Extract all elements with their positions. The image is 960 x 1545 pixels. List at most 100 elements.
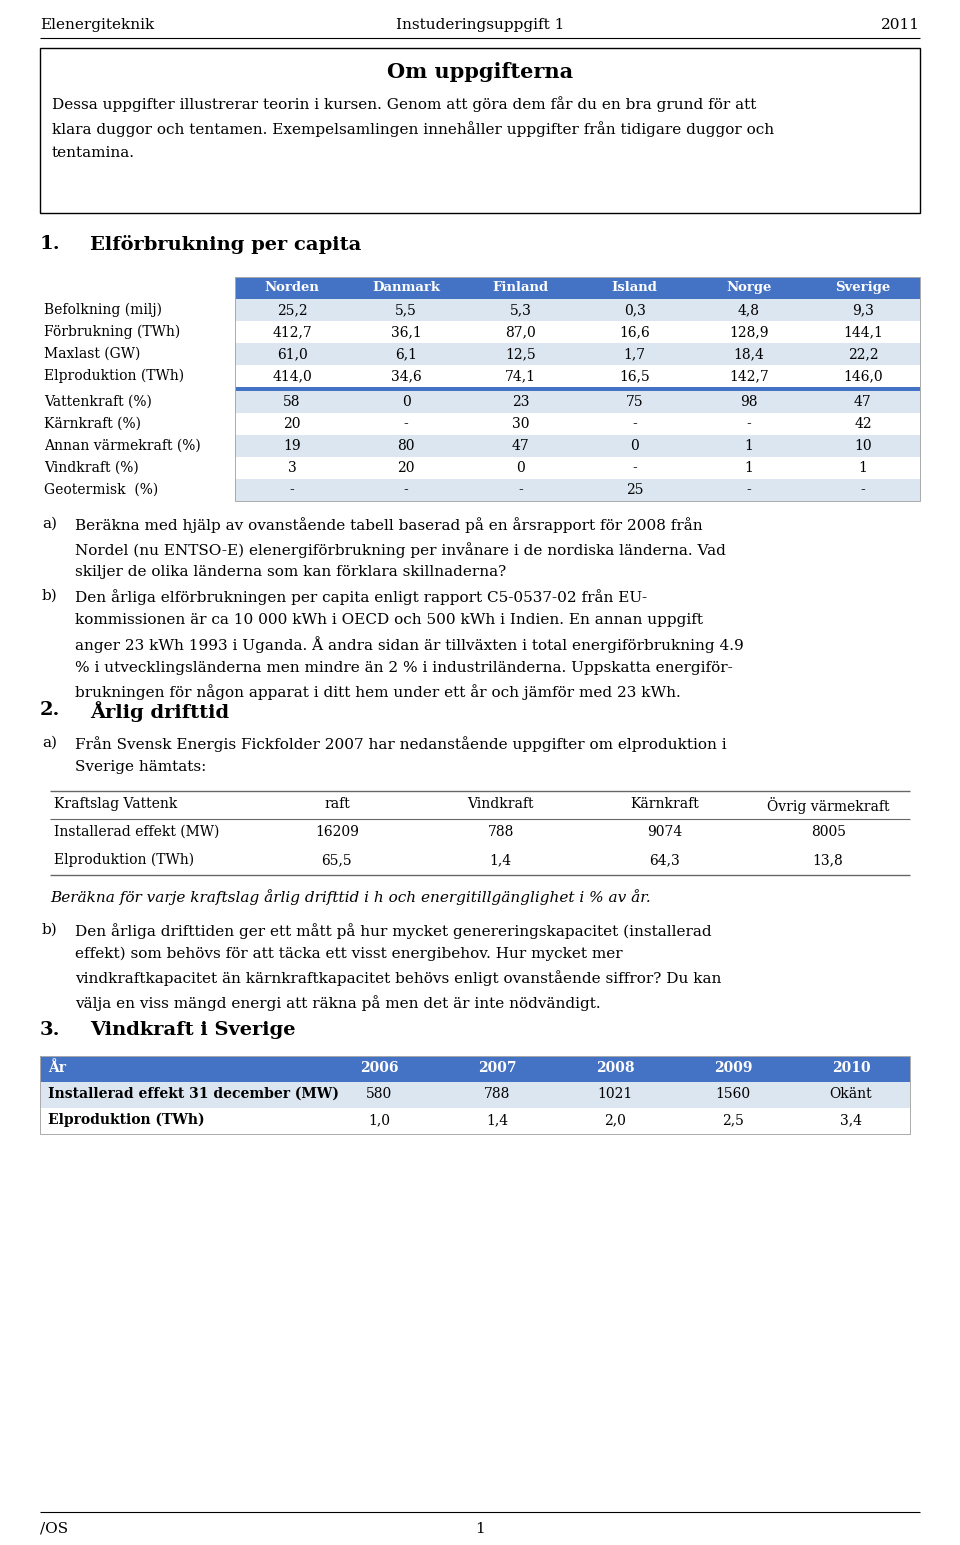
Text: 6,1: 6,1 <box>396 348 418 362</box>
Text: Vindkraft: Vindkraft <box>468 797 534 811</box>
Text: 87,0: 87,0 <box>505 324 536 338</box>
Text: -: - <box>518 484 523 497</box>
Text: 16,5: 16,5 <box>619 369 650 383</box>
Text: 8005: 8005 <box>810 825 846 839</box>
Text: 2008: 2008 <box>596 1061 635 1075</box>
Text: -: - <box>633 460 636 474</box>
Text: 2011: 2011 <box>881 19 920 32</box>
Bar <box>235 277 920 300</box>
Text: Beräkna för varje kraftslag årlig drifttid i h och energitillgänglighet i % av å: Beräkna för varje kraftslag årlig driftt… <box>50 888 651 905</box>
Text: 412,7: 412,7 <box>273 324 312 338</box>
Text: 80: 80 <box>397 439 415 453</box>
Text: 1,0: 1,0 <box>368 1112 390 1126</box>
Text: 1021: 1021 <box>597 1088 633 1102</box>
Text: b): b) <box>42 589 58 603</box>
Bar <box>40 48 920 213</box>
Text: 144,1: 144,1 <box>843 324 883 338</box>
Text: b): b) <box>42 922 58 936</box>
Text: År: År <box>48 1061 66 1075</box>
Text: Maxlast (GW): Maxlast (GW) <box>44 348 140 362</box>
Text: -: - <box>404 484 409 497</box>
Text: Dessa uppgifter illustrerar teorin i kursen. Genom att göra dem får du en bra gr: Dessa uppgifter illustrerar teorin i kur… <box>52 96 774 159</box>
Text: 142,7: 142,7 <box>729 369 769 383</box>
Text: Årlig drifttid: Årlig drifttid <box>90 701 229 722</box>
Text: Elförbrukning per capita: Elförbrukning per capita <box>90 235 361 253</box>
Text: 1: 1 <box>744 439 754 453</box>
Text: 788: 788 <box>484 1088 510 1102</box>
Text: Island: Island <box>612 281 658 294</box>
Text: Den årliga elförbrukningen per capita enligt rapport C5-0537-02 från EU-
kommiss: Den årliga elförbrukningen per capita en… <box>75 589 744 700</box>
Bar <box>40 1055 910 1082</box>
Bar <box>235 386 920 391</box>
Text: 30: 30 <box>512 417 529 431</box>
Bar <box>40 1055 910 1134</box>
Text: -: - <box>746 417 751 431</box>
Text: Elproduktion (TWh): Elproduktion (TWh) <box>44 369 184 383</box>
Text: 98: 98 <box>740 396 757 409</box>
Text: 34,6: 34,6 <box>391 369 421 383</box>
Text: Elenergiteknik: Elenergiteknik <box>40 19 155 32</box>
Text: 2.: 2. <box>40 701 60 718</box>
Text: Norden: Norden <box>265 281 320 294</box>
Text: 1,7: 1,7 <box>624 348 646 362</box>
Text: 146,0: 146,0 <box>843 369 883 383</box>
Text: 1: 1 <box>858 460 867 474</box>
Text: 16,6: 16,6 <box>619 324 650 338</box>
Text: Installerad effekt (MW): Installerad effekt (MW) <box>54 825 220 839</box>
Text: Övrig värmekraft: Övrig värmekraft <box>767 797 889 814</box>
Text: Finland: Finland <box>492 281 548 294</box>
Text: 22,2: 22,2 <box>848 348 878 362</box>
Text: 2,5: 2,5 <box>722 1112 744 1126</box>
Text: 128,9: 128,9 <box>729 324 769 338</box>
Text: Instuderingsuppgift 1: Instuderingsuppgift 1 <box>396 19 564 32</box>
Text: Beräkna med hjälp av ovanstående tabell baserad på en årsrapport för 2008 från
N: Beräkna med hjälp av ovanstående tabell … <box>75 518 726 579</box>
Text: 23: 23 <box>512 396 529 409</box>
Text: 0: 0 <box>402 396 411 409</box>
Bar <box>235 365 920 386</box>
Text: 42: 42 <box>854 417 872 431</box>
Bar <box>235 436 920 457</box>
Bar <box>235 321 920 343</box>
Text: Geotermisk  (%): Geotermisk (%) <box>44 484 158 497</box>
Text: 61,0: 61,0 <box>276 348 307 362</box>
Text: 3: 3 <box>288 460 297 474</box>
Text: /OS: /OS <box>40 1522 68 1536</box>
Text: Från Svensk Energis Fickfolder 2007 har nedanstående uppgifter om elproduktion i: Från Svensk Energis Fickfolder 2007 har … <box>75 735 727 774</box>
Text: 65,5: 65,5 <box>322 853 352 867</box>
Bar <box>235 277 920 501</box>
Text: a): a) <box>42 518 57 531</box>
Text: Kraftslag Vattenk: Kraftslag Vattenk <box>54 797 178 811</box>
Bar <box>40 1082 910 1108</box>
Text: 5,3: 5,3 <box>510 303 531 317</box>
Text: 2,0: 2,0 <box>604 1112 626 1126</box>
Text: 19: 19 <box>283 439 300 453</box>
Text: 580: 580 <box>366 1088 392 1102</box>
Bar <box>235 457 920 479</box>
Text: 1,4: 1,4 <box>490 853 512 867</box>
Text: Annan värmekraft (%): Annan värmekraft (%) <box>44 439 201 453</box>
Text: 1: 1 <box>744 460 754 474</box>
Text: Om uppgifterna: Om uppgifterna <box>387 62 573 82</box>
Text: Sverige: Sverige <box>835 281 891 294</box>
Text: 0: 0 <box>516 460 525 474</box>
Text: 2009: 2009 <box>713 1061 753 1075</box>
Text: Okänt: Okänt <box>829 1088 873 1102</box>
Text: 3.: 3. <box>40 1021 60 1038</box>
Text: Befolkning (milj): Befolkning (milj) <box>44 303 162 317</box>
Text: -: - <box>746 484 751 497</box>
Text: -: - <box>860 484 865 497</box>
Bar <box>235 413 920 436</box>
Text: Den årliga drifttiden ger ett mått på hur mycket genereringskapacitet (installer: Den årliga drifttiden ger ett mått på hu… <box>75 922 721 1010</box>
Text: 9,3: 9,3 <box>852 303 874 317</box>
Text: a): a) <box>42 735 57 749</box>
Bar <box>235 300 920 321</box>
Text: 9074: 9074 <box>647 825 682 839</box>
Text: 20: 20 <box>397 460 415 474</box>
Text: 75: 75 <box>626 396 643 409</box>
Bar <box>235 343 920 365</box>
Text: 16209: 16209 <box>315 825 359 839</box>
Text: Danmark: Danmark <box>372 281 441 294</box>
Text: Elproduktion (TWh): Elproduktion (TWh) <box>54 853 194 867</box>
Text: 2010: 2010 <box>831 1061 871 1075</box>
Text: Kärnkraft (%): Kärnkraft (%) <box>44 417 141 431</box>
